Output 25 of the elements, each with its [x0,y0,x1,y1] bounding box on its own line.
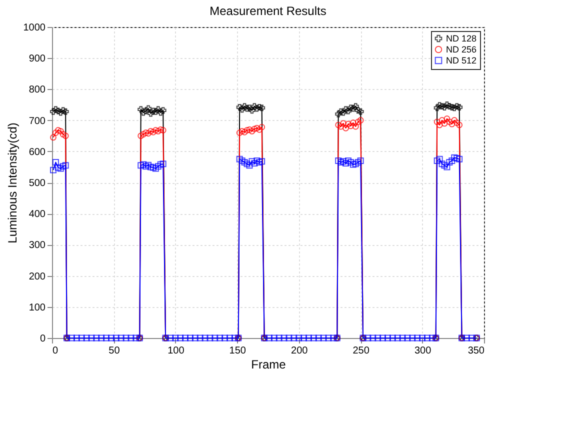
x-tick-label: 150 [229,346,246,356]
x-axis-title: Frame [251,358,286,372]
y-tick-label: 300 [28,240,46,252]
x-tick-label: 250 [352,346,370,356]
legend-label: ND 256 [446,44,477,54]
legend-label: ND 128 [446,34,477,44]
y-tick-label: 900 [28,54,46,65]
y-tick-label: 100 [28,302,46,314]
y-tick-label: 800 [28,84,46,96]
legend-label: ND 512 [446,56,477,66]
y-tick-label: 600 [28,146,46,158]
x-tick-label: 0 [52,346,58,356]
x-tick-label: 200 [291,346,308,356]
y-tick-label: 500 [28,178,46,189]
x-tick-label: 350 [468,346,485,356]
y-tick-label: 400 [28,209,46,220]
y-axis-title: Luminous Intensity(cd) [5,122,20,244]
x-tick-label: 100 [168,346,185,356]
x-tick-label: 50 [108,346,120,356]
y-tick-label: 1000 [23,22,46,34]
x-tick-label: 300 [414,346,432,356]
y-tick-label: 700 [28,116,46,127]
chart-title: Measurement Results [210,4,326,18]
y-tick-label: 200 [28,271,46,282]
y-tick-label: 0 [40,334,46,344]
